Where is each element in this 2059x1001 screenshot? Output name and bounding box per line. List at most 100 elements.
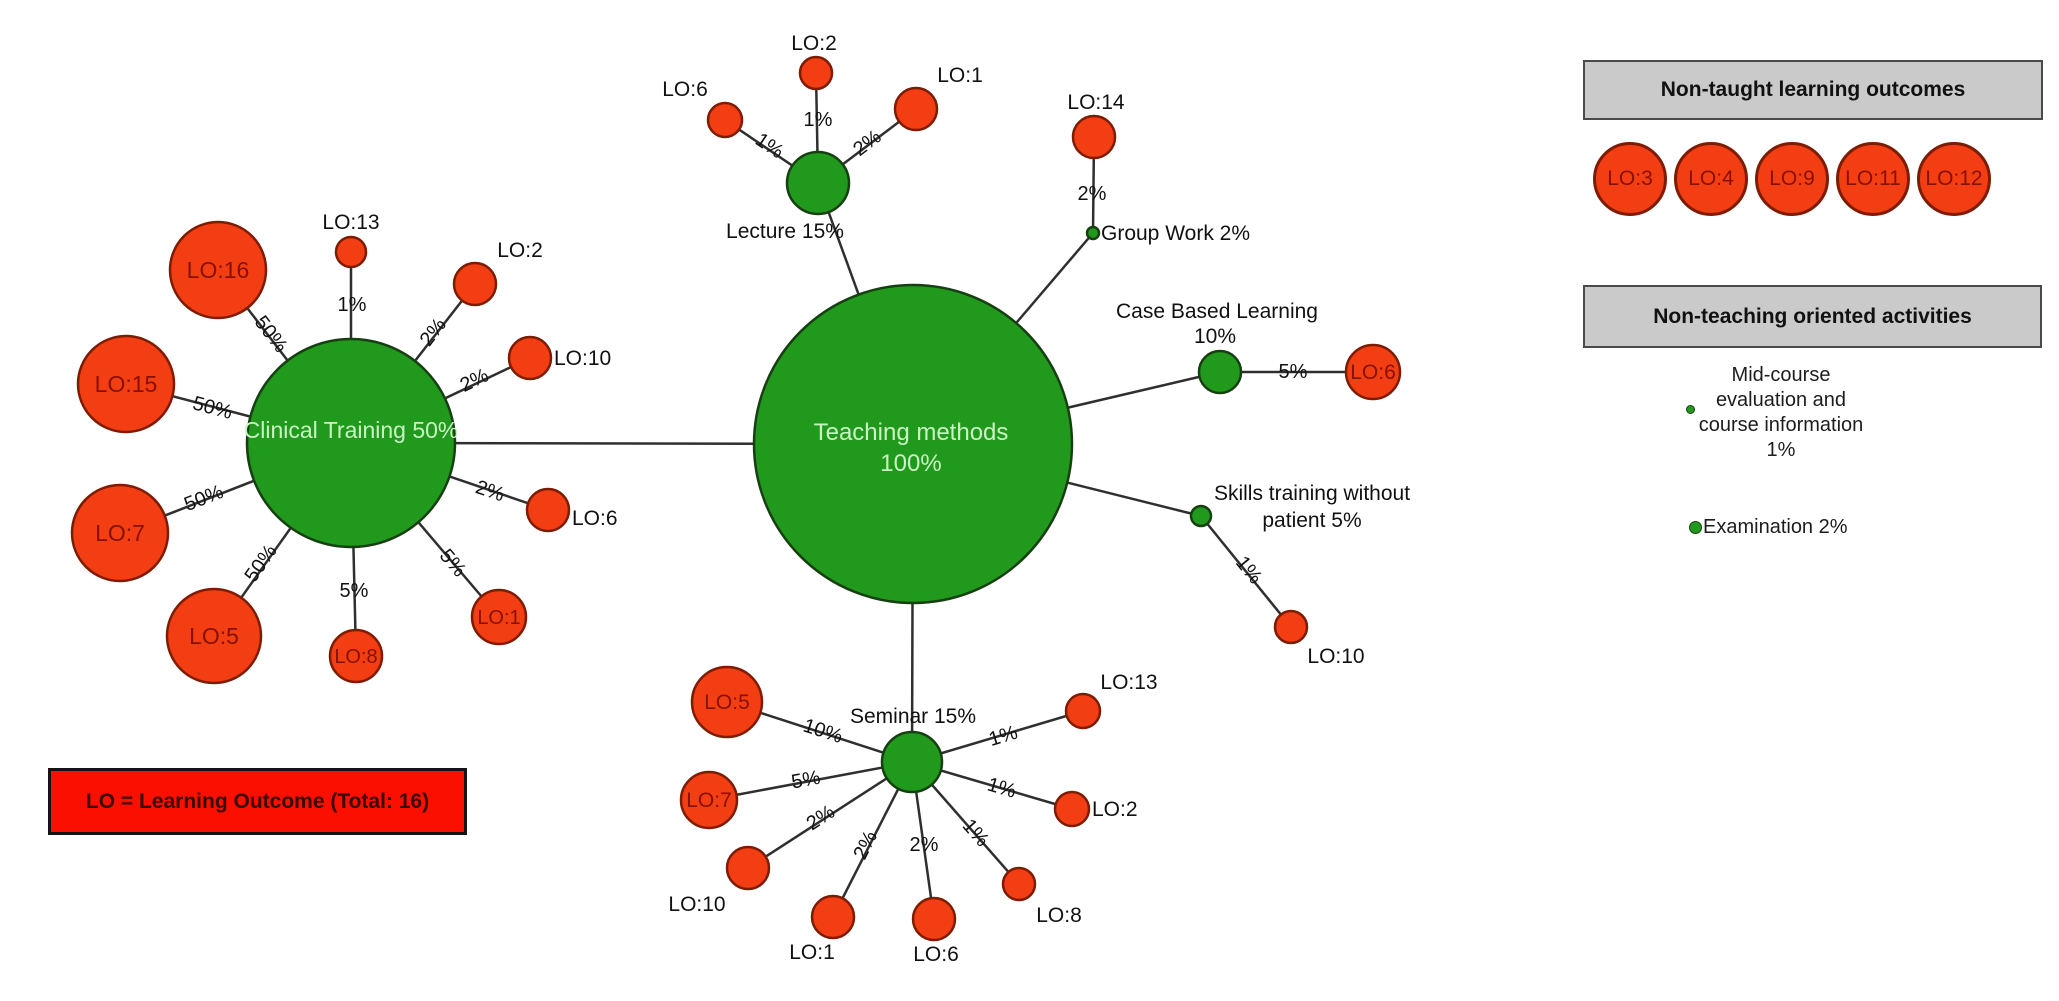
edge-label-clinical-c_lo15: 50% xyxy=(190,392,235,423)
non-taught-lo-circle: LO:11 xyxy=(1836,142,1910,216)
node-c_lo1 xyxy=(470,588,528,646)
node-skills xyxy=(1189,504,1213,528)
node-seminar xyxy=(880,730,944,794)
edge-label-skills-s_lo10: 1% xyxy=(1231,552,1266,588)
label-lo-1: LO:1 xyxy=(477,607,520,629)
node-se_lo7 xyxy=(679,770,739,830)
edge-label-clinical-c_lo2: 2% xyxy=(416,314,451,350)
non-taught-lo-circle: LO:3 xyxy=(1593,142,1667,216)
examination-label: Examination 2% xyxy=(1703,516,1848,538)
edge-skills-s_lo10 xyxy=(1200,515,1292,628)
edge-label-seminar-se_lo7: 5% xyxy=(790,767,823,794)
label-group-work-2: Group Work 2% xyxy=(1101,222,1250,245)
node-s_lo10 xyxy=(1273,609,1309,645)
lo-legend-label: LO = Learning Outcome (Total: 16) xyxy=(85,789,430,813)
non-taught-outcomes-title: Non-taught learning outcomes xyxy=(1660,78,1966,101)
lo-legend-box: LO = Learning Outcome (Total: 16) xyxy=(48,768,467,835)
label-lo-2: LO:2 xyxy=(1092,798,1138,821)
non-taught-lo-circle: LO:4 xyxy=(1674,142,1748,216)
node-c_lo13 xyxy=(334,235,368,269)
node-c_lo2 xyxy=(452,261,498,307)
label-lo-8: LO:8 xyxy=(334,646,377,668)
node-cbl xyxy=(1197,349,1243,395)
label-lecture-15: Lecture 15% xyxy=(726,220,844,243)
node-groupwork xyxy=(1085,225,1101,241)
label-lo-8: LO:8 xyxy=(1036,904,1082,927)
node-cbl_lo6 xyxy=(1344,343,1402,401)
edge-label-clinical-c_lo13: 1% xyxy=(338,294,367,316)
non-teaching-activities-title: Non-teaching oriented activities xyxy=(1653,304,1972,328)
label-lo-7: LO:7 xyxy=(686,789,732,812)
label-lo-13: LO:13 xyxy=(322,211,379,234)
examination-marker-dot xyxy=(1689,521,1702,534)
label-lo-10: LO:10 xyxy=(668,893,725,916)
node-se_lo10 xyxy=(725,845,771,891)
edge-label-lecture-l_lo2: 1% xyxy=(804,109,833,131)
non-taught-lo-circle: LO:9 xyxy=(1755,142,1829,216)
edge-label-clinical-c_lo6: 2% xyxy=(473,476,508,506)
edge-label-cbl-cbl_lo6: 5% xyxy=(1279,361,1308,383)
edge-label-groupwork-g_lo14: 2% xyxy=(1078,183,1107,205)
edge-label-seminar-se_lo6: 2% xyxy=(910,834,939,856)
label-lo-5: LO:5 xyxy=(189,623,239,649)
label-lo-15: LO:15 xyxy=(95,371,158,397)
label-lo-1: LO:1 xyxy=(937,64,983,87)
node-se_lo1 xyxy=(810,894,856,940)
label-lo-6: LO:6 xyxy=(913,943,959,966)
non-taught-outcomes-header: Non-taught learning outcomes xyxy=(1583,60,2043,120)
edge-label-seminar-se_lo5: 10% xyxy=(800,715,845,748)
node-se_lo5 xyxy=(690,665,764,739)
mid-course-item: Mid-course evaluation and course informa… xyxy=(1656,363,1906,463)
node-lecture xyxy=(785,150,851,216)
node-l_lo1 xyxy=(893,86,939,132)
label-lo-16: LO:16 xyxy=(187,257,250,283)
label-patient-5: patient 5% xyxy=(1262,509,1361,532)
non-taught-outcomes-row: LO:3 LO:4 LO:9 LO:11 LO:12 xyxy=(1593,142,1991,216)
node-se_lo13 xyxy=(1064,692,1102,730)
node-teaching xyxy=(752,283,1074,605)
label-skills-training-without: Skills training without xyxy=(1214,482,1410,505)
label-clinical-training-50: Clinical Training 50% xyxy=(244,417,459,443)
label-100: 100% xyxy=(880,450,941,477)
label-lo-7: LO:7 xyxy=(95,520,145,546)
node-se_lo2 xyxy=(1053,790,1091,828)
edge-label-seminar-se_lo13: 1% xyxy=(986,722,1020,751)
label-lo-14: LO:14 xyxy=(1067,91,1125,114)
node-c_lo7 xyxy=(70,483,170,583)
label-lo-6: LO:6 xyxy=(1350,361,1396,384)
mid-course-line: Mid-course xyxy=(1731,364,1831,386)
node-g_lo14 xyxy=(1071,114,1117,160)
mid-course-line: evaluation and xyxy=(1715,389,1847,411)
node-c_lo8 xyxy=(328,628,384,684)
node-se_lo8 xyxy=(1001,866,1037,902)
label-lo-6: LO:6 xyxy=(662,78,708,101)
node-l_lo2 xyxy=(798,55,834,91)
node-l_lo6 xyxy=(706,101,744,139)
label-lo-6: LO:6 xyxy=(572,507,618,530)
label-lo-2: LO:2 xyxy=(497,239,543,262)
edge-label-clinical-c_lo7: 50% xyxy=(181,481,226,516)
label-lo-5: LO:5 xyxy=(704,691,750,714)
edge-seminar-se_lo10 xyxy=(747,760,913,870)
node-c_lo15 xyxy=(76,334,176,434)
mid-course-line: 1% xyxy=(1766,439,1796,461)
node-se_lo6 xyxy=(911,896,957,942)
node-c_lo10 xyxy=(507,335,553,381)
label-teaching-methods: Teaching methods xyxy=(814,419,1009,446)
label-seminar-15: Seminar 15% xyxy=(850,705,976,728)
node-c_lo16 xyxy=(168,220,268,320)
label-lo-10: LO:10 xyxy=(1307,645,1364,668)
mid-course-marker-dot xyxy=(1686,405,1695,414)
non-taught-lo-circle: LO:12 xyxy=(1917,142,1991,216)
edge-label-clinical-c_lo8: 5% xyxy=(340,580,369,602)
label-10: 10% xyxy=(1194,325,1236,348)
mid-course-line: course information xyxy=(1698,414,1864,436)
node-c_lo6 xyxy=(525,487,571,533)
node-c_lo5 xyxy=(165,587,263,685)
non-teaching-activities-header: Non-teaching oriented activities xyxy=(1583,285,2042,348)
label-lo-13: LO:13 xyxy=(1100,671,1157,694)
label-case-based-learning: Case Based Learning xyxy=(1116,300,1318,323)
examination-item: Examination 2% xyxy=(1689,516,1848,539)
